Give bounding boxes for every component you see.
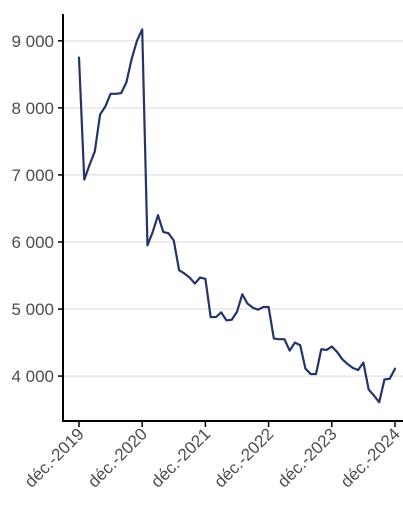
y-tick-label: 4 000 [11, 367, 54, 386]
x-tick-label: déc.-2021 [147, 424, 214, 491]
grid-lines [63, 40, 403, 377]
series-line [77, 28, 397, 404]
y-tick-label: 5 000 [11, 300, 54, 319]
x-tick-label: déc.-2020 [84, 424, 151, 491]
y-tick-label: 6 000 [11, 233, 54, 252]
y-tick-label: 8 000 [11, 99, 54, 118]
x-tick-label: déc.-2024 [337, 424, 403, 491]
x-axis-ticks: déc.-2019déc.-2020déc.-2021déc.-2022déc.… [21, 421, 403, 491]
x-tick-label: déc.-2022 [211, 424, 278, 491]
x-tick-label: déc.-2023 [274, 424, 341, 491]
y-tick-label: 7 000 [11, 166, 54, 185]
y-axis-ticks: 4 000 5 000 6 000 7 000 8 000 9 000 [11, 32, 63, 386]
x-tick-label: déc.-2019 [21, 424, 88, 491]
y-tick-label: 9 000 [11, 32, 54, 51]
